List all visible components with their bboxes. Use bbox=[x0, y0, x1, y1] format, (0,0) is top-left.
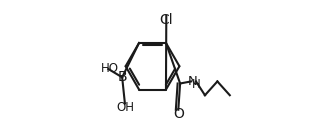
Text: O: O bbox=[173, 107, 184, 121]
Text: Cl: Cl bbox=[160, 13, 173, 27]
Text: OH: OH bbox=[116, 101, 134, 114]
Text: N: N bbox=[188, 75, 197, 88]
Text: HO: HO bbox=[101, 63, 119, 75]
Text: H: H bbox=[192, 78, 200, 91]
Text: B: B bbox=[117, 70, 127, 84]
